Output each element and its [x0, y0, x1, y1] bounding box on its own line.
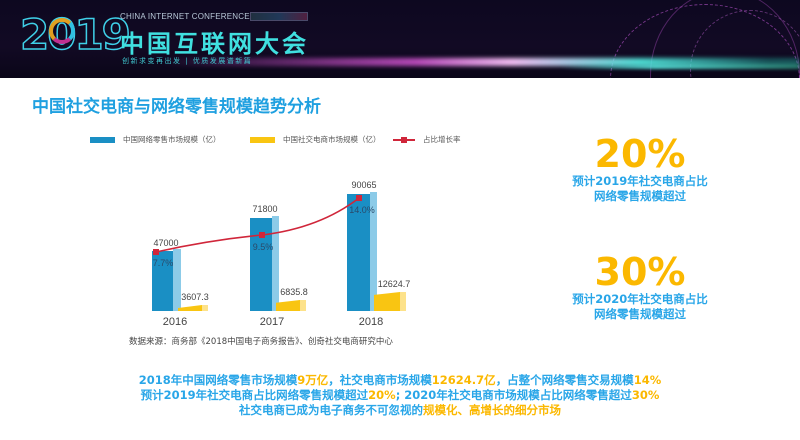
summary-text-segment: ，社交电商市场规模 [328, 373, 432, 387]
bar-social-2017 [276, 300, 300, 311]
callout-line1: 预计2019年社交电商占比 [572, 174, 708, 188]
bar-retail-2017 [250, 218, 272, 311]
conference-slogan: 创新求变再出发 | 优质发展谱新篇 [122, 57, 253, 65]
logo-year: 2019 [19, 9, 131, 60]
light-streak [160, 58, 800, 66]
callout-line1: 预计2020年社交电商占比 [572, 292, 708, 306]
x-label-2016: 2016 [162, 316, 188, 328]
value-label-social-2016: 3607.3 [181, 292, 209, 302]
value-label-social-2017: 6835.8 [280, 287, 308, 297]
legend-label: 占比增长率 [423, 135, 461, 144]
pct-label-2018: 14.0% [349, 205, 375, 215]
bar-social-2018-side [400, 292, 406, 311]
value-label-retail-2018: 90065 [351, 180, 377, 190]
bar-social-2016 [178, 305, 202, 311]
summary-line-1: 2018年中国网络零售市场规模9万亿，社交电商市场规模12624.7亿，占整个网… [0, 373, 800, 388]
legend-swatch-yellow [250, 136, 275, 143]
legend-line-icon [393, 136, 415, 143]
bar-retail-2017-side [272, 216, 279, 311]
growth-point-2017 [259, 232, 265, 238]
callout-2019: 20% 预计2019年社交电商占比 网络零售规模超过 [540, 134, 740, 204]
bar-social-2018 [374, 292, 400, 311]
summary-text-segment: 预计2019年社交电商占比网络零售规模超过 [140, 388, 369, 402]
summary-highlight: 20% [368, 388, 396, 402]
summary-highlight: 12624.7亿 [431, 373, 496, 387]
summary-text-segment: 2018年中国网络零售市场规模 [138, 373, 298, 387]
callout-line2: 网络零售规模超过 [594, 307, 686, 321]
summary-line-3: 社交电商已成为电子商务不可忽视的规模化、高增长的细分市场 [0, 403, 800, 418]
growth-point-2018 [356, 195, 362, 201]
conference-name-cn: 中国互联网大会 [120, 30, 309, 58]
summary-highlight: 30% [631, 388, 660, 402]
pct-label-2017: 9.5% [252, 242, 274, 252]
bar-social-2016-side [202, 305, 208, 311]
legend-swatch-blue [90, 136, 115, 143]
summary-text: 2018年中国网络零售市场规模9万亿，社交电商市场规模12624.7亿，占整个网… [0, 373, 800, 418]
summary-highlight: 9万亿 [297, 373, 329, 387]
growth-point-2016 [153, 249, 159, 255]
summary-highlight: 规模化、高增长的细分市场 [423, 403, 561, 417]
legend-item-retail: 中国网络零售市场规模（亿） [90, 134, 221, 145]
x-label-2018: 2018 [358, 316, 384, 328]
legend-label: 中国网络零售市场规模（亿） [123, 135, 221, 144]
page-title: 中国社交电商与网络零售规模趋势分析 [32, 97, 321, 117]
value-label-social-2018: 12624.7 [377, 279, 411, 289]
summary-line-2: 预计2019年社交电商占比网络零售规模超过20%; 2020年社交电商市场规模占… [0, 388, 800, 403]
summary-text-segment: 社交电商已成为电子商务不可忽视的 [239, 403, 423, 417]
header-banner: 2019 CHINA INTERNET CONFERENCE 中国互联网大会 创… [0, 0, 800, 78]
bar-retail-2018 [347, 194, 370, 311]
bar-retail-2016 [152, 251, 173, 311]
callout-line2: 网络零售规模超过 [594, 189, 686, 203]
callout-value: 20% [594, 132, 686, 176]
callout-2020: 30% 预计2020年社交电商占比 网络零售规模超过 [540, 252, 740, 322]
conference-badge [250, 12, 308, 21]
bar-retail-2016-side [173, 249, 181, 311]
summary-highlight: 14% [633, 373, 662, 387]
summary-text-segment: ，占整个网络零售交易规模 [495, 373, 634, 387]
callout-value: 30% [594, 250, 686, 294]
value-label-retail-2016: 47000 [153, 238, 179, 248]
light-streak [560, 64, 800, 69]
summary-text-segment: ; 2020年社交电商市场规模占比网络零售超过 [395, 388, 632, 402]
conference-name-en: CHINA INTERNET CONFERENCE [120, 12, 250, 21]
pct-label-2016: 7.7% [152, 258, 174, 268]
x-label-2017: 2017 [259, 316, 285, 328]
legend-item-growth: 占比增长率 [393, 134, 461, 145]
data-source: 数据来源：商务部《2018中国电子商务报告》、创奇社交电商研究中心 [129, 337, 393, 347]
bar-retail-2018-side [370, 192, 377, 311]
legend-label: 中国社交电商市场规模（亿） [283, 135, 381, 144]
logo-ring-icon [49, 18, 75, 44]
legend-item-social: 中国社交电商市场规模（亿） [250, 134, 381, 145]
bar-social-2017-side [300, 300, 306, 311]
value-label-retail-2017: 71800 [252, 204, 278, 214]
